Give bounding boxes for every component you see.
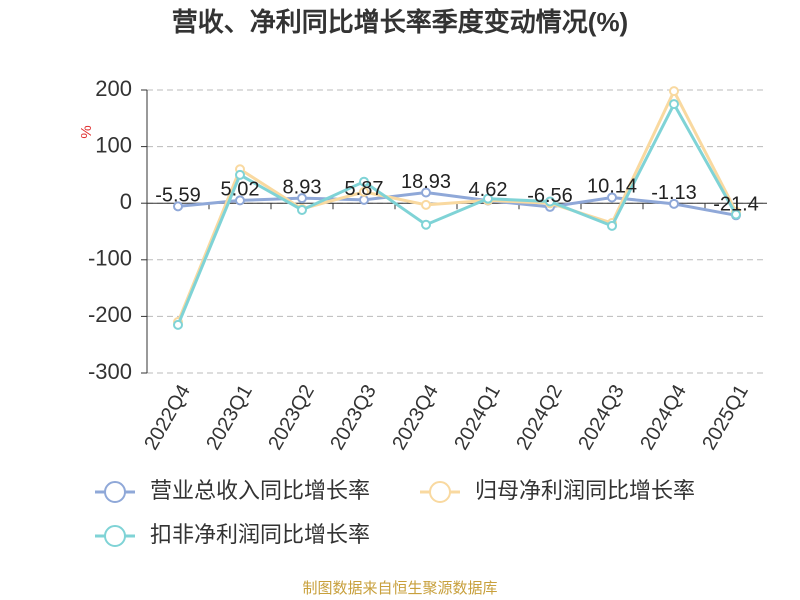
data-label: 8.93 [283, 176, 322, 198]
data-label: -21.4 [713, 194, 759, 216]
point [173, 319, 183, 330]
legend-label: 营业总收入同比增长率 [150, 478, 370, 503]
x-tick-label: 2023Q4 [388, 381, 443, 454]
data-label: -5.59 [155, 185, 201, 207]
point [607, 220, 617, 231]
y-tick-label: -100 [88, 246, 132, 271]
y-tick-label: 200 [95, 76, 132, 101]
point [483, 193, 493, 204]
data-label: 10.14 [587, 176, 637, 198]
data-label: -6.56 [527, 185, 573, 207]
y-tick-label: -300 [88, 359, 132, 384]
point [297, 204, 307, 215]
point [607, 192, 617, 203]
chart-title: 营收、净利同比增长率季度变动情况(%) [172, 7, 628, 37]
series-line [176, 100, 738, 326]
legend-label: 扣非净利润同比增长率 [150, 522, 370, 547]
data-label: 18.93 [401, 171, 451, 193]
point [421, 199, 431, 210]
point [235, 169, 245, 180]
legend-marker [104, 481, 126, 503]
point [359, 176, 369, 187]
series-line [177, 190, 737, 217]
x-tick-label: 2024Q2 [512, 381, 567, 454]
point [669, 198, 679, 209]
point [731, 209, 741, 220]
x-tick-label: 2024Q3 [574, 381, 629, 454]
x-tick-label: 2022Q4 [140, 381, 195, 454]
data-label: 5.02 [221, 179, 260, 201]
source-note: 制图数据来自恒生聚源数据库 [302, 580, 497, 597]
legend-marker [429, 481, 451, 503]
y-tick-label: -200 [88, 302, 132, 327]
series-line [176, 87, 738, 323]
y-tick-label: 100 [95, 132, 132, 157]
point [297, 193, 307, 204]
point [421, 219, 431, 230]
y-axis-label: % [78, 125, 95, 138]
x-tick-label: 2023Q1 [202, 381, 257, 454]
point [669, 99, 679, 110]
point [359, 186, 369, 197]
point [235, 195, 245, 206]
point [173, 201, 183, 212]
point [545, 196, 555, 207]
x-tick-label: 2023Q2 [264, 381, 319, 454]
y-tick-label: 0 [120, 189, 132, 214]
x-tick-label: 2024Q4 [636, 381, 691, 454]
x-tick-label: 2024Q1 [450, 381, 505, 454]
x-tick-label: 2025Q1 [698, 381, 753, 454]
point [669, 86, 679, 97]
data-label: 5.87 [345, 178, 384, 200]
data-label: -1.13 [651, 182, 697, 204]
x-tick-label: 2023Q3 [326, 381, 381, 454]
legend-marker [104, 525, 126, 547]
data-label: 4.62 [469, 179, 508, 201]
point [421, 187, 431, 198]
legend-label: 归母净利润同比增长率 [475, 478, 695, 503]
